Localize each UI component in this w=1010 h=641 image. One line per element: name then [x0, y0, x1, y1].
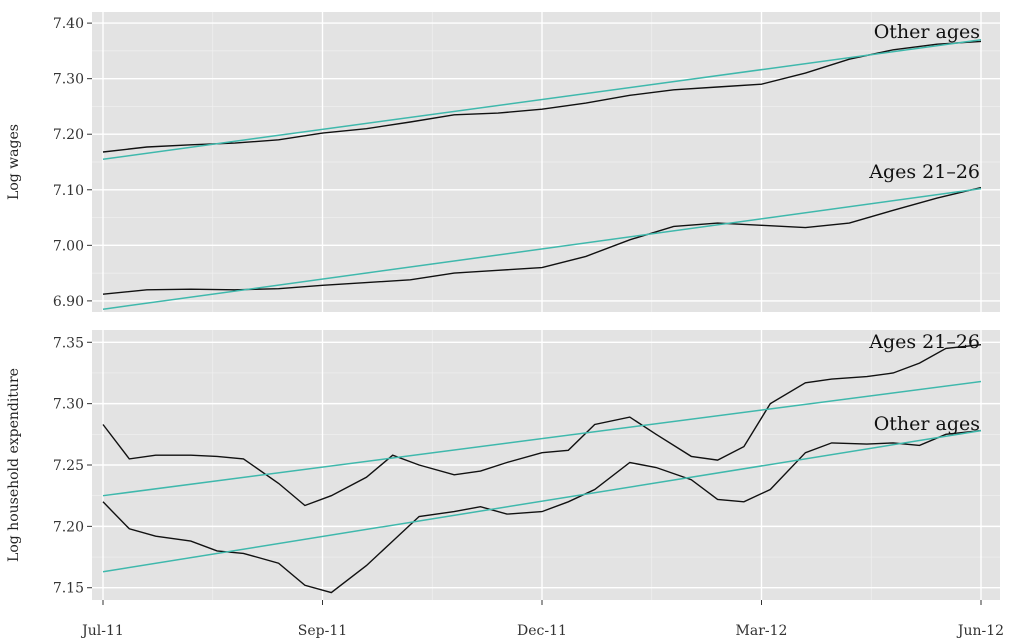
y-tick-label: 7.30: [53, 397, 84, 413]
trend-line: [102, 429, 982, 573]
y-axis-title: Log wages: [6, 124, 22, 200]
panel-2: 7.15 7.20 7.25 7.30 7.35 Log household expend…: [6, 330, 1004, 639]
y-tick-label: 6.90: [53, 294, 84, 310]
x-tick-label: Jun-12: [956, 623, 1004, 639]
trend-line: [102, 39, 982, 160]
y-tick-label: 7.35: [53, 335, 84, 351]
y-tick-label: 7.20: [53, 519, 84, 535]
series-label: Other ages: [874, 21, 980, 43]
y-tick-label: 7.00: [53, 238, 84, 254]
x-tick-label: Dec-11: [517, 623, 567, 639]
y-tick-label: 7.20: [53, 127, 84, 143]
trend-line: [102, 380, 982, 497]
x-tick-label: Jul-11: [80, 623, 124, 639]
x-tick-label: Mar-12: [736, 623, 788, 639]
y-tick-label: 7.25: [53, 458, 84, 474]
series-label: Other ages: [874, 413, 980, 435]
y-tick-label: 7.10: [53, 183, 84, 199]
series-line: [102, 40, 982, 153]
series-line: [102, 429, 982, 594]
series-line: [102, 344, 982, 507]
series-label: Ages 21–26: [868, 161, 980, 183]
panel-1: 6.90 7.00 7.10 7.20 7.30 7.40 Log wages Other a…: [6, 12, 1000, 312]
series-label: Ages 21–26: [868, 331, 980, 353]
y-axis-title: Log household expenditure: [6, 368, 22, 562]
y-tick-label: 7.30: [53, 72, 84, 88]
trend-line: [102, 187, 982, 310]
x-tick-label: Sep-11: [298, 623, 347, 639]
y-tick-label: 7.40: [53, 16, 84, 32]
y-tick-label: 7.15: [53, 581, 84, 597]
